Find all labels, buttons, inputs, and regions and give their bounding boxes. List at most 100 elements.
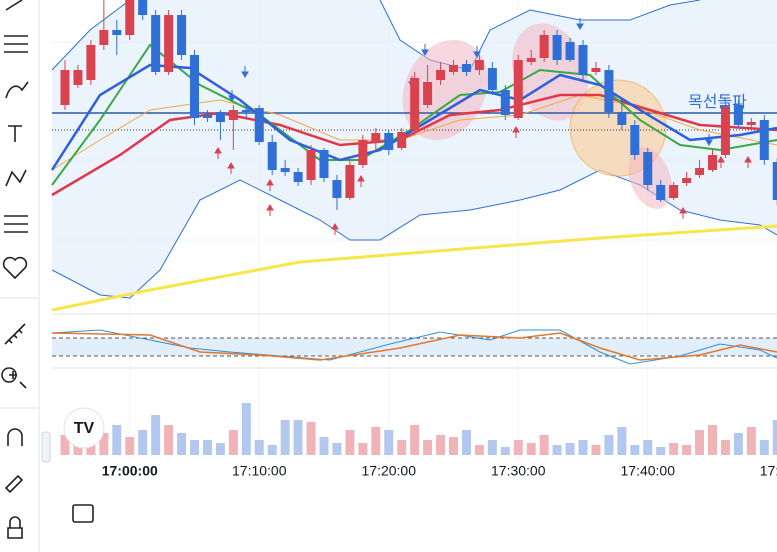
volume-bar [617, 427, 627, 455]
candle-body [474, 60, 484, 70]
volume-bar [539, 435, 549, 455]
volume-bar [345, 430, 355, 455]
brush-tool[interactable] [5, 81, 29, 99]
candle-body [630, 125, 640, 155]
x-tick-label: 17:00:00 [102, 463, 158, 479]
toolbar [0, 0, 51, 552]
candle-body [241, 110, 251, 112]
candle-body [215, 112, 225, 122]
ruler[interactable] [4, 323, 26, 345]
logo-badge[interactable] [63, 407, 105, 449]
signal-up [214, 126, 752, 235]
candle-body [461, 64, 471, 72]
candle-body [669, 185, 679, 198]
candle-body [591, 68, 601, 72]
volume-bar [436, 435, 446, 455]
lock[interactable] [7, 516, 23, 539]
candle-body [513, 60, 523, 118]
volume-bar [306, 422, 316, 455]
candle-body [267, 142, 277, 170]
candle-body [254, 108, 264, 142]
favorites[interactable] [2, 256, 28, 280]
volume-bar [461, 430, 471, 455]
candle-body [345, 165, 355, 198]
ma-red [51, 93, 777, 197]
date-range-icon[interactable] [72, 504, 94, 523]
candle-body [746, 122, 756, 125]
volume-bar [746, 427, 756, 455]
volume-bar [695, 430, 705, 455]
candle-body [358, 140, 368, 165]
candle-body [371, 133, 381, 142]
volume-bar [254, 440, 264, 455]
candle-body [228, 110, 238, 120]
volume-bar [643, 440, 653, 455]
volume-bar [733, 433, 743, 455]
candle-body [306, 150, 316, 180]
volume-bar [371, 427, 381, 455]
volume-bar [228, 430, 238, 455]
volume-bar [772, 420, 777, 455]
volume-bar [552, 445, 562, 455]
candle-body [384, 133, 394, 150]
volume-bar [293, 420, 303, 455]
candle-body [617, 112, 627, 125]
volume-bar [759, 440, 769, 455]
volume-bar [112, 425, 122, 455]
volume-bar [449, 437, 458, 455]
volume-bar [267, 445, 277, 455]
x-tick-label: 17:30:00 [491, 463, 546, 479]
volume-bar [358, 443, 368, 455]
candle-body [293, 172, 303, 182]
candle-body [280, 168, 290, 172]
volume-bar [138, 430, 148, 455]
candle-body [410, 78, 420, 130]
volume-bar [630, 445, 640, 455]
volume-bar [410, 425, 420, 455]
volume-bar [125, 437, 135, 455]
volume-bar [604, 435, 614, 455]
collapse-handle[interactable] [41, 431, 51, 463]
candle-body [539, 35, 549, 58]
volume-bar [215, 443, 225, 455]
candle-body [112, 30, 122, 35]
volume-bar [60, 435, 70, 455]
ma-blue [50, 63, 777, 171]
candle-body [733, 105, 743, 125]
text-tool[interactable] [8, 125, 22, 142]
volume-bar [591, 445, 601, 455]
candle-body [604, 70, 614, 112]
candle-body [656, 185, 666, 200]
magnet[interactable] [7, 428, 23, 446]
volume-bar [526, 443, 536, 455]
candle-body [202, 115, 212, 118]
x-tick-label: 17:50 [760, 463, 777, 479]
osc-band [52, 338, 777, 356]
bollinger-upper [51, 0, 701, 71]
zoom[interactable] [1, 367, 27, 389]
volume-bar [423, 440, 433, 455]
candle-body [332, 180, 342, 198]
logo[interactable]: TV [74, 420, 95, 437]
ma-long [51, 224, 777, 312]
volume-bar [682, 445, 692, 455]
volume-bar [151, 415, 161, 455]
volume-bar [177, 433, 187, 455]
lock-draw[interactable] [4, 474, 24, 494]
trend-tool[interactable] [5, 0, 23, 11]
candle-body [552, 35, 562, 60]
candle-body [682, 178, 692, 183]
x-tick-label: 17:20:00 [362, 463, 417, 479]
volume-bar [384, 430, 394, 455]
x-tick-label: 17:40:00 [621, 463, 676, 479]
forecast-tool[interactable] [4, 215, 28, 233]
bollinger-lower [51, 169, 777, 299]
volume-bar [280, 420, 290, 455]
pattern-tool[interactable] [5, 169, 27, 187]
candle-body [177, 15, 187, 55]
candle-body [164, 15, 174, 72]
volume-bar [578, 440, 588, 455]
candle-body [695, 168, 705, 175]
fib-tool[interactable] [4, 35, 28, 53]
candle-body [423, 82, 433, 105]
